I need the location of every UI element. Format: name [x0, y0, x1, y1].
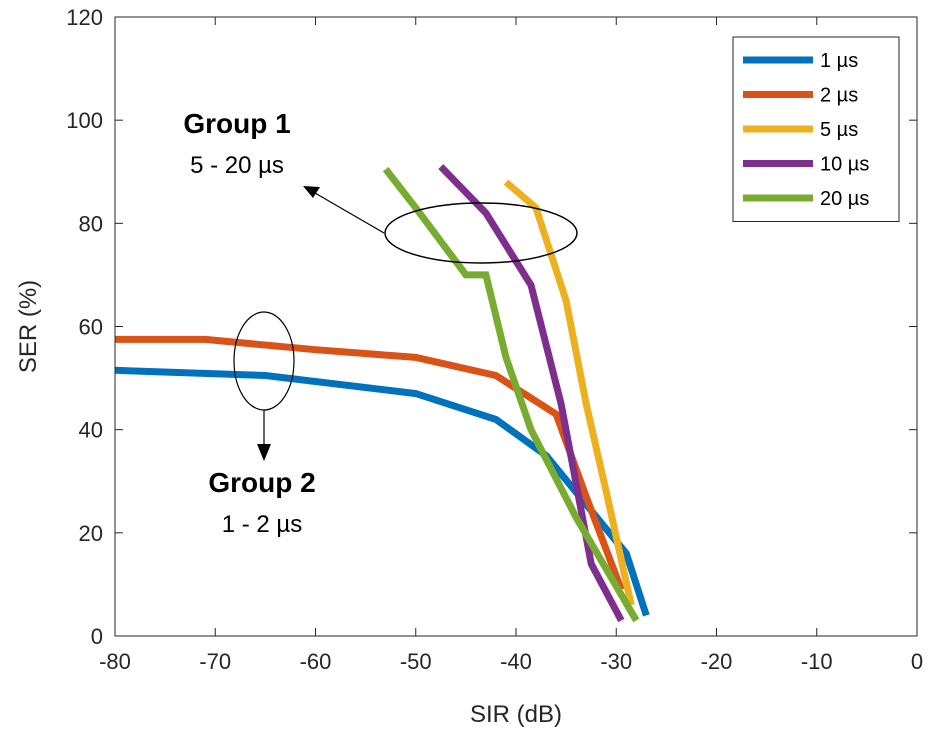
series-line-4: [438, 164, 625, 623]
legend-entry-label: 2 µs: [820, 85, 858, 107]
y-tick-label: 20: [79, 521, 103, 546]
y-axis-label: SER (%): [15, 280, 42, 373]
annotations: Group 1 5 - 20 µs Group 2 1 - 2 µs: [183, 108, 578, 538]
series-line-5: [382, 167, 640, 623]
x-tick-label: -30: [600, 649, 632, 674]
series-line-2: [115, 335, 625, 591]
legend-entry-label: 1 µs: [820, 50, 858, 72]
y-tick-label: 60: [79, 315, 103, 340]
series-line-1: [114, 366, 650, 617]
legend-entry-label: 20 µs: [820, 188, 869, 210]
x-axis-label: SIR (dB): [470, 701, 562, 728]
x-tick-label: -40: [500, 649, 532, 674]
y-tick-label: 0: [91, 624, 103, 649]
group-1-title: Group 1: [183, 108, 290, 139]
legend-entry-label: 10 µs: [820, 154, 869, 176]
group-1-ellipse: [384, 202, 578, 264]
x-tick-label: -20: [701, 649, 733, 674]
group-2-ellipse: [233, 311, 295, 411]
x-tick-label: -10: [801, 649, 833, 674]
series-line-3: [503, 179, 635, 606]
x-tick-label: -70: [199, 649, 231, 674]
group-2-subtitle: 1 - 2 µs: [222, 511, 303, 538]
y-axis-ticks: 0 20 40 60 80 100 120: [66, 5, 917, 649]
group-1-subtitle: 5 - 20 µs: [190, 152, 284, 179]
y-tick-label: 40: [79, 418, 103, 443]
y-tick-label: 100: [66, 108, 103, 133]
x-tick-label: -50: [400, 649, 432, 674]
group-1-arrow: [314, 192, 385, 234]
group-1-arrowhead: [303, 186, 320, 198]
y-tick-label: 80: [79, 211, 103, 236]
x-tick-label: -80: [99, 649, 131, 674]
group-2-title: Group 2: [208, 467, 315, 498]
group-2-arrowhead: [257, 444, 271, 461]
x-tick-label: 0: [911, 649, 923, 674]
x-tick-label: -60: [300, 649, 332, 674]
y-tick-label: 120: [66, 5, 103, 30]
x-axis-ticks: -80 -70 -60 -50 -40 -30 -20 -10 0: [99, 17, 923, 674]
legend: 1 µs 2 µs 5 µs 10 µs 20 µs: [732, 36, 900, 222]
legend-entry-label: 5 µs: [820, 119, 858, 141]
series-lines: [114, 164, 650, 623]
